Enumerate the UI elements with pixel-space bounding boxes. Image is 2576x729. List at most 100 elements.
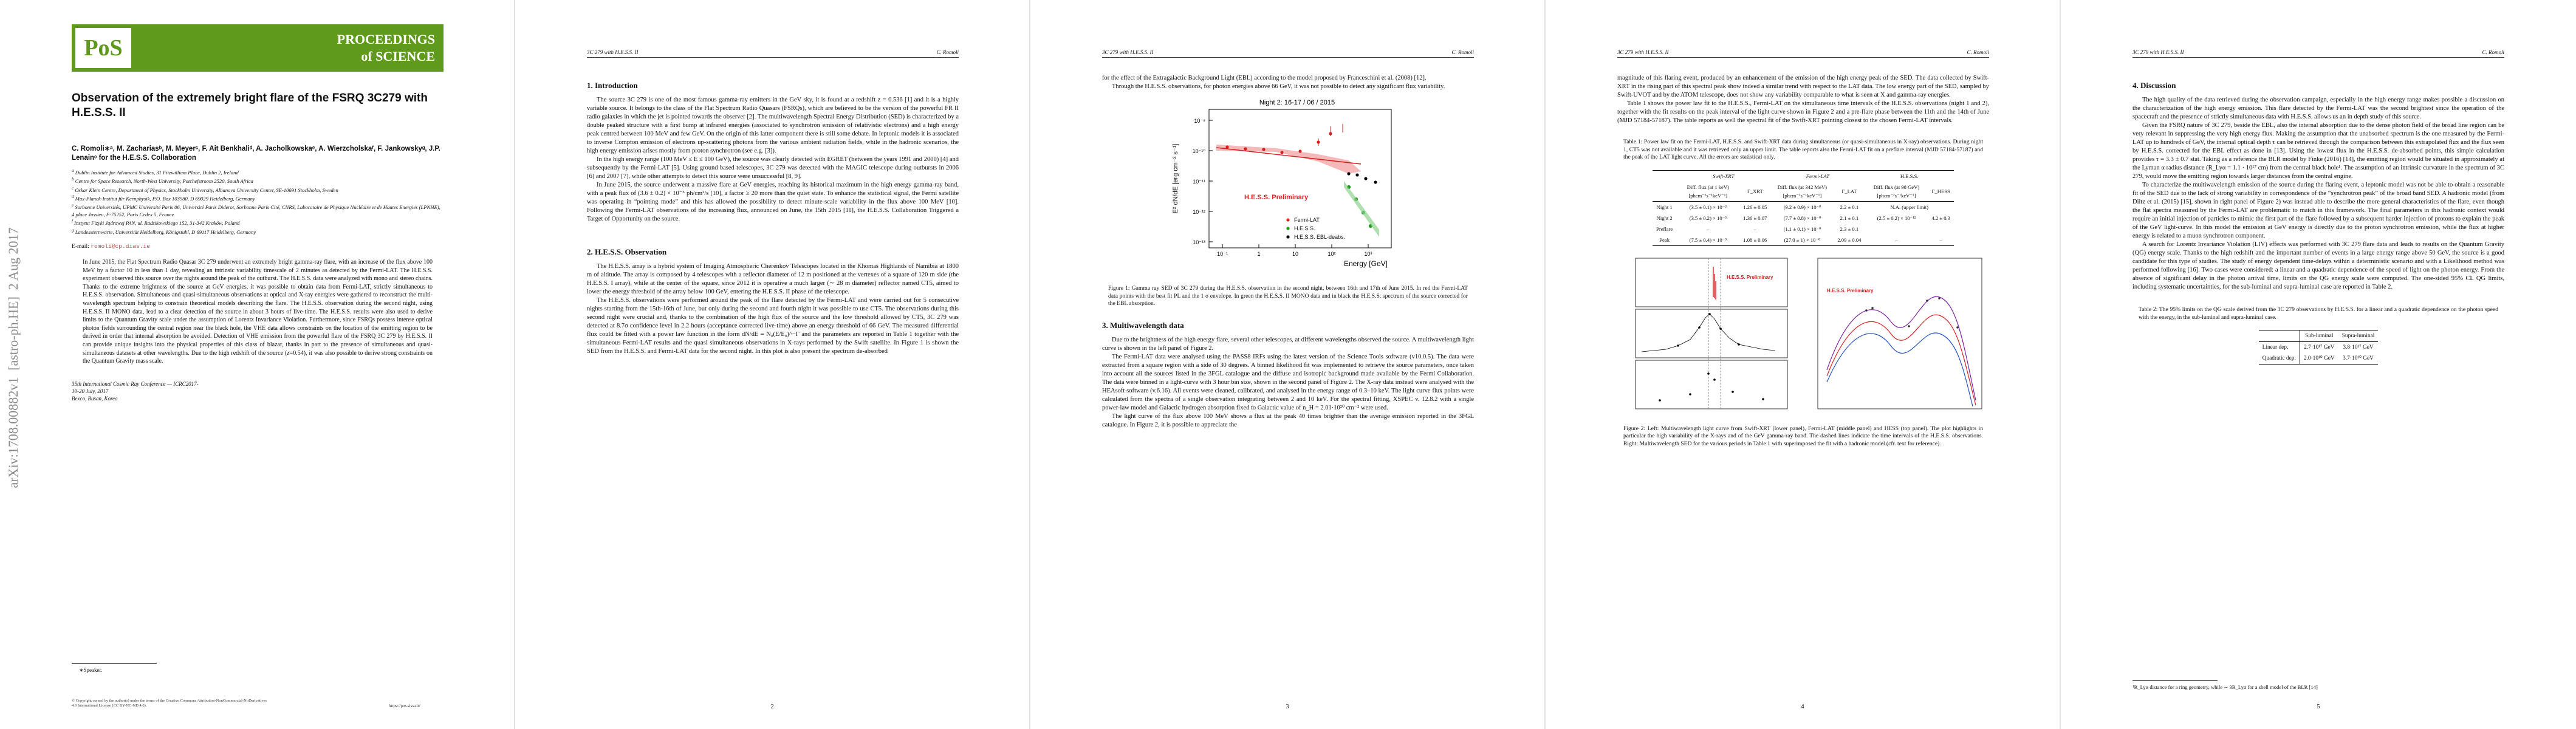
- table-group: H.E.S.S.: [1900, 173, 1919, 179]
- dashed-lines: [1708, 258, 1721, 409]
- figure-2-plots: H.E.S.S. Preliminary H.E.S.S. Preliminar…: [1635, 258, 1982, 409]
- authors: C. Romoli∗ᵃ, M. Zachariasᵇ, M. Meyerᶜ, F…: [72, 145, 440, 162]
- page: 3C 279 with H.E.S.S. II C. Romoli for the…: [1030, 0, 1546, 729]
- email-address[interactable]: romoli@cp.dias.ie: [91, 243, 151, 250]
- paragraph: The H.E.S.S. array is a hybrid system of…: [587, 263, 959, 295]
- email: E-mail: romoli@cp.dias.ie: [72, 243, 444, 250]
- data-point: [1677, 344, 1679, 347]
- table-caption: Table 2: The 95% limits on the QG scale …: [2139, 306, 2498, 321]
- lat-points: [1677, 312, 1740, 347]
- paragraph: The Fermi-LAT data were analysed using t…: [1102, 353, 1474, 411]
- data-point: [1262, 148, 1266, 151]
- data-point: [1938, 296, 1941, 299]
- logo-line: PROCEEDINGS: [337, 32, 435, 47]
- affiliation-mark: a: [72, 168, 74, 173]
- paragraph: The light curve of the flux above 100 Me…: [1102, 412, 1474, 428]
- running-header: 3C 279 with H.E.S.S. II C. Romoli: [1102, 49, 1474, 58]
- paragraph: In the high energy range (100 MeV ≤ E ≤ …: [587, 156, 959, 180]
- x-tick-label: 10³: [1364, 251, 1372, 257]
- table-cell: Peak: [1659, 236, 1670, 243]
- legend-label: H.E.S.S. EBL-deabs.: [1294, 234, 1345, 240]
- data-point: [1659, 399, 1661, 402]
- table-row: Quadratic dep. 2.0·10¹⁰ GeV 3.7·10¹⁰ GeV: [2258, 353, 2379, 364]
- page-number: 3: [1286, 703, 1289, 710]
- table-cell: –: [1895, 236, 1898, 243]
- affiliation-mark: c: [72, 185, 74, 191]
- data-point: [1225, 145, 1229, 149]
- table-cell: N.A. (upper limit): [1890, 204, 1928, 210]
- page-number: 4: [1801, 703, 1804, 710]
- table-row: Peak (7.5 ± 0.4) × 10⁻³ 1.08 ± 0.06 (27.0 ±…: [1653, 234, 1954, 245]
- running-header: 3C 279 with H.E.S.S. II C. Romoli: [2132, 49, 2504, 58]
- conference-line: 10-20 July, 2017: [72, 388, 109, 394]
- data-point: [1298, 149, 1302, 153]
- data-point: [1713, 378, 1716, 381]
- table-cell: 1.08 ± 0.06: [1743, 236, 1767, 243]
- url[interactable]: https://pos.sissa.it/: [389, 703, 420, 708]
- table-cell: (27.0 ± 1) × 10⁻⁸: [1784, 236, 1821, 243]
- table-cell: Preflare: [1656, 225, 1673, 232]
- table-cell: 1.26 ± 0.05: [1743, 204, 1767, 210]
- footnote-rule: [72, 663, 157, 664]
- table-cell: 3.8·10¹⁷ GeV: [2343, 344, 2374, 351]
- figure-caption: Figure 2: Left: Multiwavelength light cu…: [1623, 425, 1983, 447]
- table-header: Sub-luminal: [2299, 330, 2338, 342]
- table-row: Preflare – – (1.1 ± 0.1) × 10⁻⁸ 2.3 ± 0.1: [1653, 224, 1954, 234]
- paragraph: A search for Lorentz Invariance Violatio…: [2132, 241, 2504, 290]
- data-point: [1355, 173, 1359, 177]
- tick-marks: [1209, 120, 1369, 248]
- data-point: [1347, 172, 1351, 176]
- plot-title: Night 2: 16-17 / 06 / 2015: [1259, 99, 1335, 106]
- table-cell: –: [1939, 236, 1942, 243]
- affiliation-mark: f: [72, 219, 73, 224]
- page-number: 5: [2317, 703, 2320, 710]
- sed-points: [1865, 296, 1959, 329]
- header-right: C. Romoli: [1967, 49, 1989, 55]
- table: Sub-luminal Supra-luminal Linear dep. 2.…: [2258, 330, 2379, 364]
- y-tick-label: 10⁻⁹: [1194, 118, 1205, 124]
- affiliation: c Oskar Klein Centre, Department of Phys…: [72, 185, 444, 194]
- section-heading: 4. Discussion: [2132, 81, 2176, 90]
- plot-frame: [1208, 109, 1392, 248]
- affiliation: e Sorbonne Universités, UPMC Université …: [72, 202, 444, 218]
- sed-panel: [1817, 258, 1982, 409]
- subplot-frame: [1635, 360, 1788, 409]
- affiliation: d Max-Planck-Institut für Kernphysik, P.…: [72, 194, 444, 202]
- paragraph: magnitude of this flaring event, produce…: [1617, 75, 1989, 98]
- header-left: 3C 279 with H.E.S.S. II: [1617, 49, 1669, 55]
- page-content: 1. Introduction The source 3C 279 is one…: [587, 74, 959, 356]
- figure-1-plot: Night 2: 16-17 / 06 / 2015 E² dN/dE [erg…: [1172, 99, 1392, 268]
- affiliation: f Instytut Fizyki Jądrowej PAN, ul. Radz…: [72, 218, 444, 227]
- pos-logo: PoS PROCEEDINGS of SCIENCE: [72, 24, 444, 72]
- data-point: [1871, 306, 1874, 309]
- data-point: [1244, 147, 1247, 151]
- affiliation-text: Instytut Fizyki Jądrowej PAN, ul. Radzik…: [74, 220, 240, 227]
- table-row: Night 2 (3.5 ± 0.2) × 10⁻³ 1.36 ± 0.07 (7.7…: [1653, 213, 1954, 224]
- model-curve: [1826, 314, 1976, 405]
- header-right: C. Romoli: [936, 49, 959, 55]
- fermi-points: [1225, 124, 1343, 154]
- data-point: [1719, 327, 1722, 330]
- legend-label: Fermi-LAT: [1294, 217, 1320, 223]
- x-axis-label: Energy [GeV]: [1344, 259, 1388, 268]
- affiliation-text: Centre for Space Research, North-West Un…: [75, 178, 253, 185]
- paragraph: The high quality of the data retrieved d…: [2132, 97, 2504, 120]
- paragraph: Given the FSRQ nature of 3C 279, beside …: [2132, 122, 2504, 180]
- paragraph: In June 2015, the source underwent a mas…: [587, 182, 959, 222]
- paragraph: To characterize the multiwavelength emis…: [2132, 182, 2504, 239]
- data-point: [1732, 390, 1734, 393]
- table-cell: 2.2 ± 0.1: [1840, 204, 1859, 210]
- x-tick-label: 10⁻¹: [1217, 251, 1228, 257]
- table-row: Linear dep. 2.7·10¹⁷ GeV 3.8·10¹⁷ GeV: [2259, 341, 2379, 353]
- page-number: 2: [770, 703, 774, 710]
- fermi-envelope: [1216, 145, 1361, 174]
- table-cell: Night 1: [1656, 204, 1673, 210]
- affiliation-mark: e: [72, 203, 74, 208]
- table-cell: –: [1753, 225, 1756, 232]
- table-header: Diff. flux (at 98 GeV) [phcm⁻²s⁻¹keV⁻¹]: [1873, 183, 1920, 199]
- model-curve: [1826, 296, 1976, 400]
- abstract: In June 2015, the Flat Spectrum Radio Qu…: [83, 259, 433, 365]
- section-heading: 3. Multiwavelength data: [1102, 320, 1184, 330]
- table-cell: 1.36 ± 0.07: [1743, 214, 1767, 221]
